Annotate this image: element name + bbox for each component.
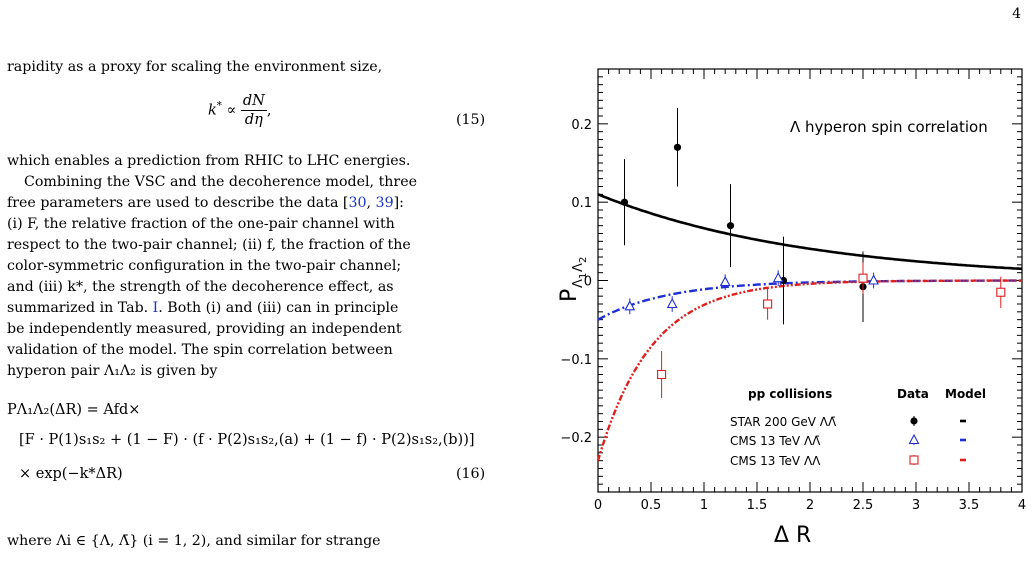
text-line: hyperon pair Λ₁Λ₂ is given by: [7, 363, 218, 379]
text-fragment: summarized in Tab.: [7, 300, 153, 316]
y-axis-label-p: P: [557, 289, 582, 302]
eq15-prop: ∝: [221, 102, 241, 119]
legend: pp collisions Data Model STAR 200 GeV ΛΛ…: [730, 387, 986, 468]
text-fragment: ,: [366, 195, 376, 211]
text-line: respect to the two-pair channel; (ii) f,…: [7, 237, 411, 253]
table-ref-link[interactable]: I: [152, 300, 159, 316]
data-point: [673, 143, 682, 151]
y-tick-label: 0.2: [571, 118, 592, 133]
spin-correlation-chart: 0 0.5 1 1.5 2 2.5 3 3.5 4 −0.2 −0.1 0 0.1 0.2 Λ hyper…: [557, 68, 1026, 548]
y-axis-label-sub3: 2: [578, 257, 589, 263]
data-point: [620, 198, 629, 206]
x-tick-label: 4: [1018, 498, 1026, 513]
equation-16-line3: × exp(−k*ΔR): [19, 466, 123, 482]
x-tick-label: 3: [912, 498, 920, 513]
data-point: [909, 455, 919, 465]
data-point: [908, 433, 920, 445]
text-line: where Λi ∈ {Λ, Λ̄} (i = 1, 2), and simil…: [7, 533, 381, 549]
text-line: color-symmetric configuration in the two…: [7, 258, 402, 274]
y-axis-label-sub: Λ: [571, 279, 586, 288]
legend-entry-cms-lambda-lambda: CMS 13 TeV ΛΛ: [730, 454, 821, 468]
x-tick-label: 1.5: [747, 498, 768, 513]
text-line: and (iii) k*, the strength of the decohe…: [7, 279, 394, 295]
data-point: [666, 297, 678, 309]
chart-title: Λ hyperon spin correlation: [790, 118, 988, 136]
eq15-denominator: dη: [244, 112, 263, 128]
equation-16-line1: PΛ₁Λ₂(ΔR) = Afd×: [7, 402, 141, 418]
data-point: [868, 274, 880, 285]
text-line: Combining the VSC and the decoherence mo…: [24, 174, 417, 190]
text-line: free parameters are used to describe the…: [7, 193, 404, 214]
text-fragment: ]:: [393, 195, 404, 211]
x-tick-label: 3.5: [959, 498, 980, 513]
legend-header-group: pp collisions: [748, 387, 832, 401]
model-curves: [596, 193, 1023, 462]
data-point: [858, 273, 868, 283]
y-axis-label-sub1: 1: [578, 273, 589, 279]
legend-header-model: Model: [945, 387, 986, 401]
x-tick-label: 0.5: [641, 498, 662, 513]
equation-15: k* ∝ dN dη,: [208, 92, 271, 129]
x-tick-label: 2.5: [853, 498, 874, 513]
x-axis-label: Δ R: [774, 523, 811, 548]
data-point: [624, 300, 636, 311]
citation-39-link[interactable]: 39: [375, 195, 394, 211]
data-point: [763, 299, 773, 309]
text-fragment: free parameters are used to describe the…: [7, 195, 349, 211]
text-line: which enables a prediction from RHIC to …: [7, 153, 411, 169]
y-tick-label: 0: [584, 275, 592, 290]
model-curve: [596, 279, 1022, 462]
y-axis-label: P Λ 1 Λ 2: [557, 257, 589, 302]
text-line: be independently measured, providing an …: [7, 321, 402, 337]
data-point: [910, 417, 918, 425]
citation-30-link[interactable]: 30: [348, 195, 367, 211]
equation-15-label: (15): [456, 112, 486, 128]
x-tick-label: 1: [700, 498, 708, 513]
x-tick-label: 0: [594, 498, 602, 513]
data-point: [719, 275, 731, 287]
data-point: [726, 222, 735, 230]
text-line: (i) F, the relative fraction of the one-…: [7, 216, 395, 232]
model-curve: [597, 193, 1023, 271]
text-fragment: . Both (i) and (iii) can in principle: [158, 300, 399, 316]
y-tick-label: −0.2: [560, 431, 592, 446]
data-point: [772, 271, 784, 283]
y-tick-label: 0.1: [571, 196, 592, 211]
data-points: [620, 108, 1006, 398]
eq15-k: k: [208, 102, 217, 119]
eq15-star: *: [216, 100, 222, 112]
legend-header-data: Data: [897, 387, 929, 401]
text-line: summarized in Tab. I. Both (i) and (iii)…: [7, 298, 398, 319]
text-line: rapidity as a proxy for scaling the envi…: [7, 59, 383, 75]
legend-entry-star: STAR 200 GeV ΛΛ̄: [730, 415, 837, 429]
y-tick-label: −0.1: [560, 353, 592, 368]
y-axis-label-sub2: Λ: [571, 263, 586, 272]
page-number: 4: [1012, 6, 1021, 22]
data-point: [996, 287, 1006, 297]
equation-16-line2: [F · P(1)s₁s₂ + (1 − F) · (f · P(2)s₁s₂,…: [19, 432, 475, 448]
legend-entry-cms-lambda-antilambda: CMS 13 TeV ΛΛ̄: [730, 434, 821, 448]
equation-16-label: (16): [456, 466, 486, 482]
x-tick-label: 2: [806, 498, 814, 513]
eq15-comma: ,: [266, 102, 272, 119]
model-curve: [597, 279, 1022, 321]
data-point: [657, 369, 667, 380]
text-line: validation of the model. The spin correl…: [7, 342, 393, 358]
eq15-numerator: dN: [240, 93, 267, 111]
